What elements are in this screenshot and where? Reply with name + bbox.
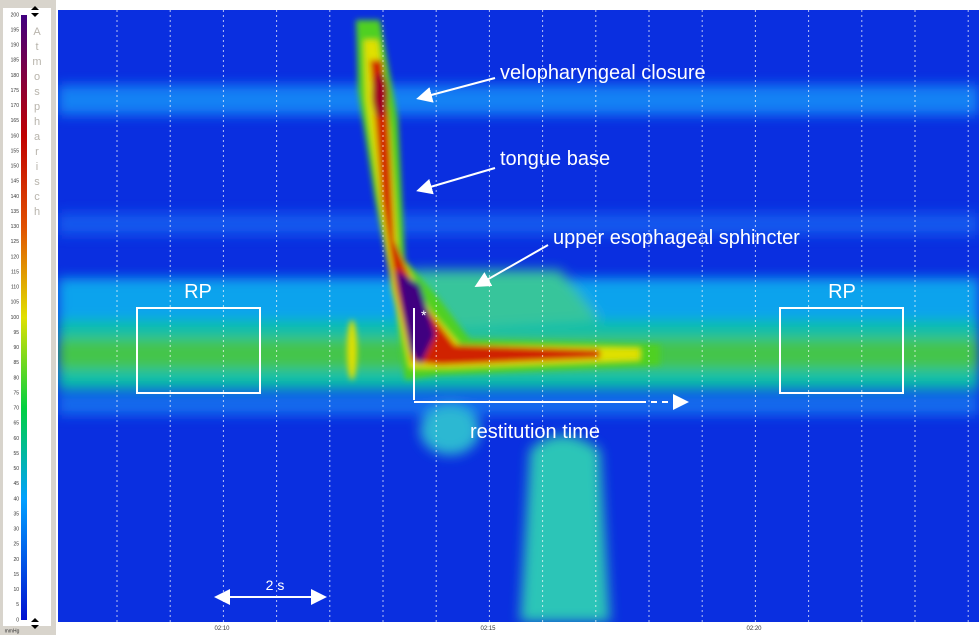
scale-tick-label: 65 <box>13 421 19 427</box>
scroll-up[interactable] <box>31 6 39 17</box>
annotation: restitution time <box>470 421 600 443</box>
scroll-down[interactable] <box>31 618 39 629</box>
scale-tick-label: 155 <box>11 148 20 154</box>
time-label: 02:10 <box>214 626 230 632</box>
scale-tick-label: 175 <box>11 88 20 94</box>
scale-tick-label: 15 <box>13 572 19 578</box>
scale-tick-label: 130 <box>11 224 20 230</box>
scale-tick-label: 160 <box>11 133 20 139</box>
scale-tick-label: 95 <box>13 330 19 336</box>
scale-tick-label: 200 <box>11 12 20 18</box>
scale-tick-label: 135 <box>11 209 20 215</box>
scale-tick-label: 10 <box>13 587 19 593</box>
annotation: RP <box>828 281 856 303</box>
annotation: velopharyngeal closure <box>500 62 706 84</box>
scale-tick-label: 55 <box>13 451 19 457</box>
scale-tick-label: 45 <box>13 481 19 487</box>
scale-tick-label: 140 <box>11 194 20 200</box>
scale-tick-label: 80 <box>13 375 19 381</box>
scale-tick-label: 125 <box>11 239 20 245</box>
annotation: RP <box>184 281 212 303</box>
annotation: tongue base <box>500 148 610 170</box>
scale-tick-label: 5 <box>16 602 19 608</box>
annotation: 2 s <box>266 577 285 593</box>
annotation-shapes <box>136 77 904 605</box>
scale-tick-label: 195 <box>11 27 20 33</box>
scale-tick-label: 40 <box>13 496 19 502</box>
scale-tick-label: 190 <box>11 43 20 49</box>
scale-tick-label: 120 <box>11 254 20 260</box>
scale-tick-label: 180 <box>11 73 20 79</box>
scale-tick-label: 70 <box>13 406 19 412</box>
scale-tick-label: 60 <box>13 436 19 442</box>
scale-tick-label: 110 <box>11 285 19 291</box>
scale-tick-label: 75 <box>13 390 19 396</box>
heatmap <box>58 10 979 622</box>
scale-tick-label: 115 <box>11 269 19 275</box>
scale-tick-label: 20 <box>13 557 19 563</box>
scale-tick-label: 0 <box>16 617 19 623</box>
scale-tick-label: 50 <box>13 466 19 472</box>
scale-tick-label: 185 <box>11 58 20 64</box>
scale-tick-label: 170 <box>11 103 20 109</box>
annotation: upper esophageal sphincter <box>553 227 800 249</box>
annotation: * <box>421 307 427 323</box>
scale-tick-label: 145 <box>11 179 20 185</box>
scale-tick-label: 150 <box>11 164 20 170</box>
time-label: 02:15 <box>480 626 496 632</box>
scale-title: Atmospharisch <box>31 26 43 221</box>
scale-tick-label: 90 <box>13 345 19 351</box>
scale-tick-label: 105 <box>11 300 20 306</box>
time-grid <box>116 10 969 622</box>
color-bar <box>21 15 27 620</box>
scale-tick-label: 35 <box>13 511 19 517</box>
unit-label: mmHg <box>5 628 20 634</box>
scale-tick-label: 25 <box>13 542 19 548</box>
time-label: 02:20 <box>746 626 762 632</box>
scale-tick-label: 85 <box>13 360 19 366</box>
scale-tick-label: 100 <box>11 315 20 321</box>
scale-tick-label: 30 <box>13 527 19 533</box>
scale-tick-label: 165 <box>11 118 20 124</box>
